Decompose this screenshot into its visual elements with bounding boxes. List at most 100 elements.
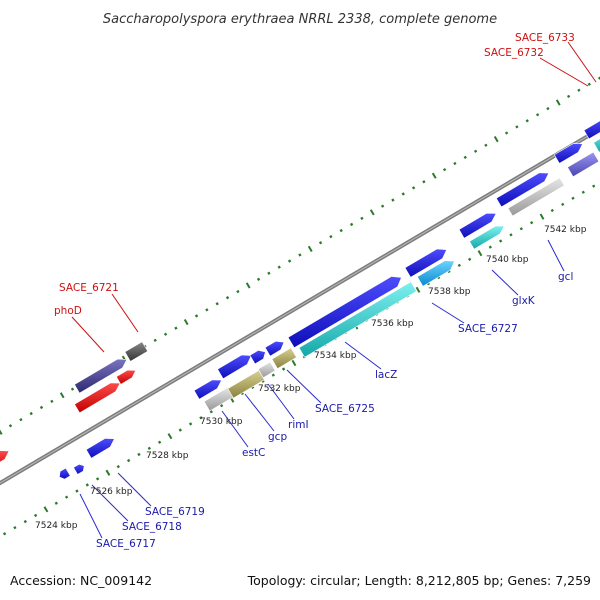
inner-tick-mark — [54, 501, 58, 505]
inner-tick-mark — [75, 489, 79, 493]
inner-tick-mark — [281, 367, 286, 371]
gene-label: SACE_6732 — [484, 47, 544, 59]
tick-label: 7536 kbp — [371, 319, 414, 329]
label-leader-line — [71, 316, 105, 353]
inner-tick-mark — [219, 404, 224, 408]
outer-tick-mark — [401, 192, 405, 196]
outer-tick-mark — [339, 228, 343, 233]
inner-tick-mark — [95, 477, 100, 481]
tick-label: 7534 kbp — [314, 351, 357, 361]
tick-label: 7528 kbp — [146, 451, 189, 461]
inner-tick-mark — [167, 433, 173, 440]
gene-label: gcl — [558, 271, 573, 283]
inner-tick-mark — [498, 239, 503, 243]
outer-tick-mark — [504, 131, 509, 135]
outer-tick-mark — [153, 338, 157, 342]
outer-tick-mark — [225, 295, 230, 300]
outer-tick-mark — [70, 387, 75, 391]
outer-tick-mark — [587, 82, 591, 86]
outer-tick-mark — [442, 167, 447, 172]
gene-feature — [74, 358, 128, 394]
gene-feature — [469, 225, 506, 250]
label-leader-line — [91, 484, 129, 522]
inner-tick-mark — [116, 465, 120, 469]
label-leader-line — [539, 57, 589, 87]
inner-tick-mark — [64, 495, 69, 499]
inner-tick-mark — [199, 416, 203, 420]
gene-feature — [553, 143, 584, 164]
gene-feature — [115, 369, 137, 385]
outer-tick-mark — [411, 186, 416, 190]
gene-label: lacZ — [375, 369, 397, 381]
gene-feature — [495, 172, 550, 208]
outer-tick-mark — [287, 259, 292, 263]
inner-tick-mark — [23, 519, 27, 524]
outer-tick-mark — [535, 113, 540, 117]
inner-tick-mark — [592, 184, 596, 188]
outer-tick-mark — [463, 155, 467, 160]
gene-feature — [271, 347, 297, 370]
inner-tick-mark — [571, 196, 575, 200]
map-title: Saccharopolyspora erythraea NRRL 2338, c… — [103, 12, 497, 27]
gene-label: rimI — [288, 419, 309, 431]
inner-tick-mark — [147, 446, 151, 450]
outer-tick-mark — [0, 429, 3, 435]
inner-tick-mark — [178, 428, 182, 432]
inner-tick-mark — [188, 422, 193, 426]
gene-label: SACE_6721 — [59, 282, 119, 294]
outer-tick-mark — [318, 241, 323, 245]
gene-feature — [287, 276, 402, 349]
inner-tick-mark — [157, 440, 162, 444]
inner-tick-mark — [415, 286, 421, 293]
gene-label: SACE_6733 — [515, 32, 575, 44]
outer-tick-mark — [566, 94, 571, 99]
label-leader-line — [491, 269, 519, 296]
outer-tick-mark — [267, 271, 271, 275]
gene-feature — [298, 281, 417, 358]
tick-label: 7524 kbp — [35, 521, 78, 531]
outer-tick-mark — [59, 392, 65, 399]
outer-tick-mark — [369, 209, 375, 216]
gene-feature — [227, 369, 265, 399]
gene-feature — [73, 463, 85, 475]
outer-tick-mark — [453, 161, 457, 166]
gene-feature — [404, 248, 448, 278]
gene-feature — [59, 467, 71, 480]
outer-tick-mark — [380, 204, 385, 208]
inner-tick-mark — [2, 532, 7, 536]
inner-tick-mark — [561, 202, 565, 207]
gene-label: SACE_6727 — [458, 323, 518, 335]
outer-tick-mark — [183, 318, 189, 326]
genome-summary-text: Topology: circular; Length: 8,212,805 bp… — [247, 573, 591, 588]
inner-tick-mark — [13, 526, 17, 530]
gene-label: estC — [242, 447, 265, 459]
inner-tick-mark — [550, 208, 554, 213]
inner-tick-mark — [209, 410, 213, 414]
outer-tick-mark — [39, 405, 44, 410]
outer-tick-mark — [515, 125, 519, 129]
outer-tick-mark — [174, 326, 178, 330]
inner-tick-mark — [33, 513, 38, 518]
inner-tick-mark — [581, 190, 585, 194]
gene-label: SACE_6718 — [122, 521, 182, 533]
outer-tick-mark — [245, 282, 251, 289]
outer-tick-mark — [277, 265, 281, 269]
outer-tick-mark — [555, 99, 561, 106]
inner-tick-mark — [457, 263, 461, 268]
gene-label: gcp — [268, 431, 287, 443]
inner-tick-mark — [509, 233, 513, 237]
label-leader-line — [79, 493, 103, 539]
inner-tick-mark — [539, 213, 545, 220]
outer-tick-mark — [163, 332, 168, 336]
outer-tick-mark — [577, 88, 581, 92]
accession-text: Accession: NC_009142 — [10, 573, 152, 588]
gene-feature — [249, 349, 266, 365]
label-leader-line — [344, 341, 382, 370]
tick-label: 7538 kbp — [428, 287, 471, 297]
inner-tick-mark — [519, 227, 523, 231]
outer-tick-mark — [307, 245, 313, 253]
tick-label: 7530 kbp — [200, 417, 243, 427]
outer-tick-mark — [546, 106, 550, 111]
tick-label: 7532 kbp — [258, 384, 301, 394]
label-leader-line — [221, 410, 249, 448]
